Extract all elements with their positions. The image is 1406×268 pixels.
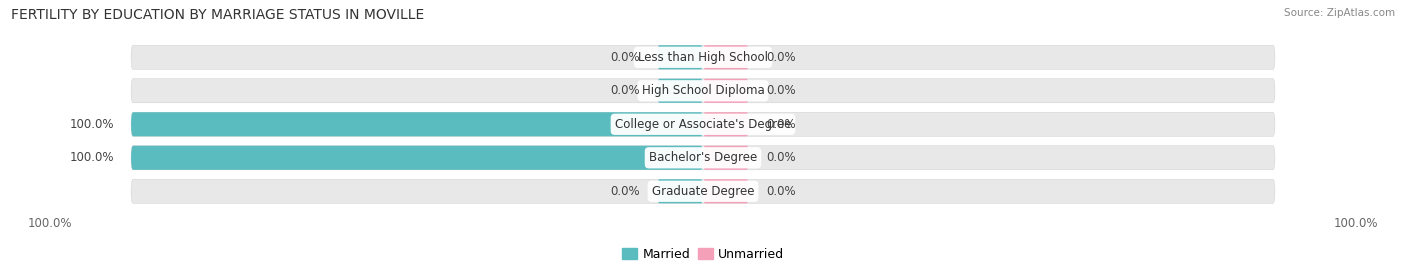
Text: 0.0%: 0.0% bbox=[610, 51, 640, 64]
Text: 100.0%: 100.0% bbox=[69, 151, 114, 164]
Text: Graduate Degree: Graduate Degree bbox=[652, 185, 754, 198]
FancyBboxPatch shape bbox=[131, 79, 1275, 103]
Text: College or Associate's Degree: College or Associate's Degree bbox=[614, 118, 792, 131]
Legend: Married, Unmarried: Married, Unmarried bbox=[617, 243, 789, 266]
FancyBboxPatch shape bbox=[131, 146, 703, 170]
FancyBboxPatch shape bbox=[657, 179, 703, 203]
FancyBboxPatch shape bbox=[131, 112, 703, 136]
Text: 0.0%: 0.0% bbox=[766, 51, 796, 64]
Text: 0.0%: 0.0% bbox=[610, 84, 640, 97]
FancyBboxPatch shape bbox=[657, 45, 703, 69]
Text: 0.0%: 0.0% bbox=[766, 84, 796, 97]
Text: 100.0%: 100.0% bbox=[69, 118, 114, 131]
FancyBboxPatch shape bbox=[131, 112, 1275, 136]
FancyBboxPatch shape bbox=[131, 45, 1275, 69]
Text: 0.0%: 0.0% bbox=[766, 151, 796, 164]
FancyBboxPatch shape bbox=[703, 146, 749, 170]
FancyBboxPatch shape bbox=[703, 79, 749, 103]
Text: 0.0%: 0.0% bbox=[766, 118, 796, 131]
Text: Source: ZipAtlas.com: Source: ZipAtlas.com bbox=[1284, 8, 1395, 18]
Text: Less than High School: Less than High School bbox=[638, 51, 768, 64]
FancyBboxPatch shape bbox=[703, 45, 749, 69]
FancyBboxPatch shape bbox=[703, 179, 749, 203]
FancyBboxPatch shape bbox=[131, 179, 1275, 203]
FancyBboxPatch shape bbox=[131, 146, 1275, 170]
Text: FERTILITY BY EDUCATION BY MARRIAGE STATUS IN MOVILLE: FERTILITY BY EDUCATION BY MARRIAGE STATU… bbox=[11, 8, 425, 22]
Text: 0.0%: 0.0% bbox=[766, 185, 796, 198]
FancyBboxPatch shape bbox=[657, 79, 703, 103]
Text: Bachelor's Degree: Bachelor's Degree bbox=[650, 151, 756, 164]
Text: 100.0%: 100.0% bbox=[28, 217, 73, 230]
Text: High School Diploma: High School Diploma bbox=[641, 84, 765, 97]
Text: 100.0%: 100.0% bbox=[1333, 217, 1378, 230]
Text: 0.0%: 0.0% bbox=[610, 185, 640, 198]
FancyBboxPatch shape bbox=[703, 112, 749, 136]
